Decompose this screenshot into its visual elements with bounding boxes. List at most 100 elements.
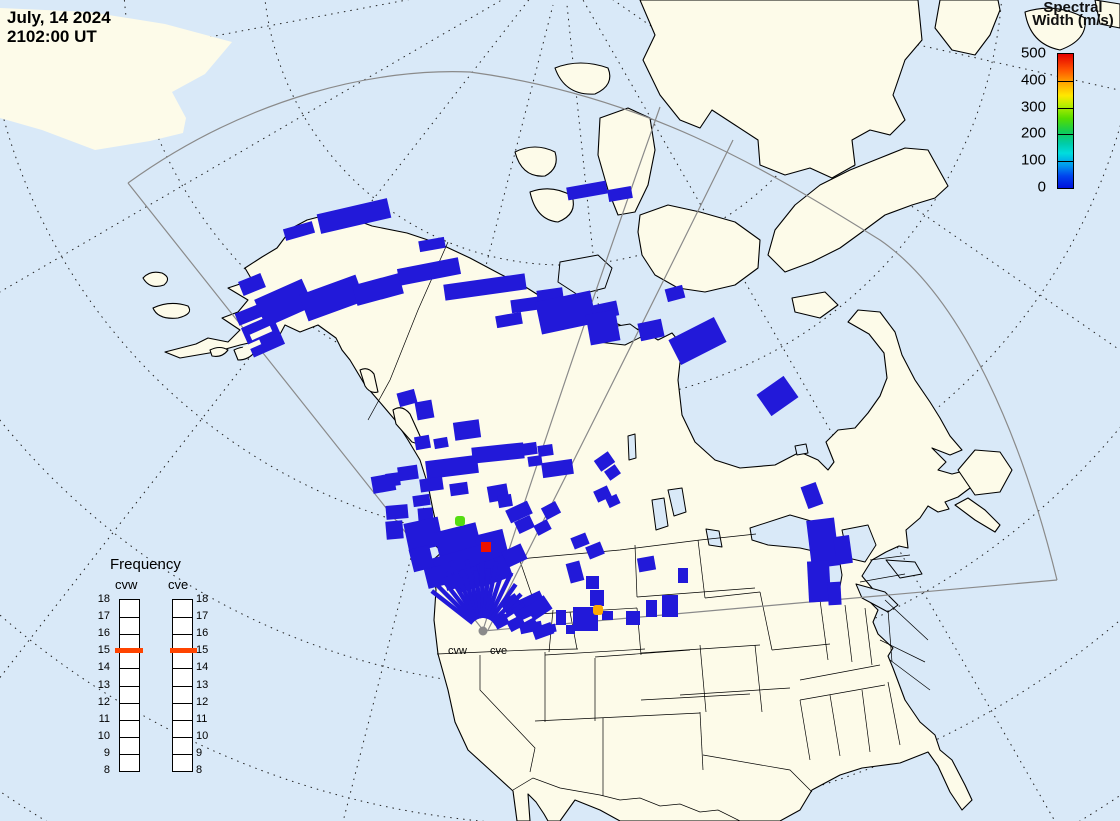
ellesmere-greenland-landmass — [639, 0, 923, 179]
frequency-scale-tick — [173, 753, 192, 755]
echo-cell-blue — [806, 560, 832, 603]
st-lawrence-island — [142, 271, 169, 287]
frequency-scale-number: 12 — [97, 695, 110, 708]
frequency-scale-tick — [120, 634, 139, 636]
haida-gwaii-island — [359, 368, 379, 393]
colorbar-tick — [1058, 107, 1073, 109]
echo-cell-blue — [352, 273, 404, 306]
frequency-scale-number: 13 — [196, 678, 209, 691]
echo-cell-blue — [533, 519, 552, 536]
echo-cell-blue — [471, 442, 525, 464]
echo-cell-blue — [501, 543, 528, 568]
mainland-coast — [164, 213, 986, 821]
frequency-scale-number: 15 — [97, 644, 110, 657]
echo-cell-blue — [521, 617, 539, 633]
frequency-column-label-cve: cve — [168, 577, 189, 592]
echo-cell-blue — [425, 454, 479, 480]
echo-cell-special — [481, 542, 491, 552]
colorbar-tick-label: 0 — [1037, 178, 1046, 196]
echo-cell-blue — [668, 316, 727, 366]
echo-cell-blue — [535, 290, 597, 335]
frequency-scale-number: 18 — [196, 593, 209, 605]
frequency-scale-tick — [120, 617, 139, 619]
lake-erie — [855, 583, 899, 613]
frequency-scale-tick — [120, 736, 139, 738]
echo-cell-blue — [316, 198, 392, 234]
frequency-scale-number: 10 — [196, 729, 209, 742]
frequency-scale-number: 18 — [97, 593, 110, 605]
echo-cell-blue — [525, 595, 553, 621]
echo-cell-blue — [423, 565, 447, 589]
echo-cell-blue — [556, 610, 566, 625]
frequency-scale-tick — [173, 668, 192, 670]
echo-cell-blue — [449, 481, 469, 497]
echo-cell-blue — [396, 388, 418, 408]
echo-cell-blue — [537, 444, 554, 457]
near-range-ray — [448, 560, 480, 621]
fov-cve-left-beam-edge — [487, 139, 734, 631]
echo-cell-blue — [396, 257, 462, 286]
russia-chukotka-land — [0, 8, 232, 150]
frequency-scale-number: 12 — [196, 695, 209, 708]
echo-gap — [249, 325, 273, 341]
athabasca-lake — [627, 433, 637, 461]
frequency-scale-number: 8 — [103, 764, 110, 776]
map-radar-label-cvw: cvw — [448, 645, 467, 657]
near-range-ray — [490, 592, 523, 624]
echo-cell-blue — [604, 464, 621, 481]
frequency-panel-title: Frequency — [110, 556, 181, 573]
echo-cell-blue — [586, 576, 599, 589]
echo-cell-blue — [806, 517, 840, 569]
echo-cell-special — [455, 516, 465, 526]
colorbar-tick-label: 200 — [1020, 124, 1046, 142]
frequency-scale-tick — [173, 617, 192, 619]
frequency-scale-number: 14 — [97, 661, 110, 674]
echo-cell-blue — [282, 221, 316, 241]
map-radar-label-cve: cve — [490, 645, 508, 657]
frequency-scale-number: 17 — [196, 610, 209, 623]
victoria-island — [637, 204, 761, 293]
frequency-scale-number: 9 — [196, 746, 203, 759]
vancouver-island — [392, 407, 421, 444]
echo-cell-blue — [531, 621, 555, 641]
spectral-width-colorbar — [1057, 53, 1074, 189]
frequency-scale-tick — [173, 634, 192, 636]
frequency-scale-tick — [173, 702, 192, 704]
colorbar-tick-label: 100 — [1020, 151, 1046, 169]
nova-scotia-peninsula — [954, 497, 1001, 533]
axel-heiberg-island — [934, 0, 1001, 56]
near-range-ray — [431, 565, 477, 623]
colorbar-title-line1: Spectral — [1043, 0, 1103, 16]
frequency-scale-number: 11 — [98, 712, 110, 725]
colorbar-tick-label: 300 — [1020, 98, 1046, 116]
echo-cell-blue — [419, 476, 444, 493]
echo-cell-blue — [590, 590, 604, 606]
echo-cell-blue — [540, 501, 562, 520]
radar-site-dot — [478, 626, 488, 636]
frequency-scale-number: 9 — [103, 746, 110, 759]
southampton-island — [791, 291, 839, 319]
echo-cell-blue — [519, 441, 538, 457]
frequency-scale-number: 10 — [97, 729, 110, 742]
echo-data-layer — [234, 180, 853, 641]
echo-cell-blue — [662, 595, 678, 617]
echo-cell-blue — [418, 236, 446, 253]
colorbar-tick-label: 400 — [1020, 71, 1046, 89]
nunivak-island — [209, 346, 229, 357]
echo-gap — [242, 339, 262, 352]
near-range-ray — [484, 574, 504, 620]
echo-cell-blue — [607, 186, 633, 202]
great-bear-lake — [557, 254, 613, 296]
near-range-ray-layer — [429, 559, 526, 626]
frequency-scale-number: 17 — [97, 610, 110, 623]
echo-cell-blue — [385, 504, 409, 520]
frequency-scale-number: 15 — [196, 644, 209, 657]
echo-cell-blue — [234, 303, 266, 326]
frequency-scale-tick — [120, 685, 139, 687]
echo-cell-blue — [505, 500, 533, 524]
echo-cell-special — [593, 605, 603, 615]
echo-cell-blue — [443, 273, 527, 301]
fov-outer-arc — [127, 71, 1058, 581]
